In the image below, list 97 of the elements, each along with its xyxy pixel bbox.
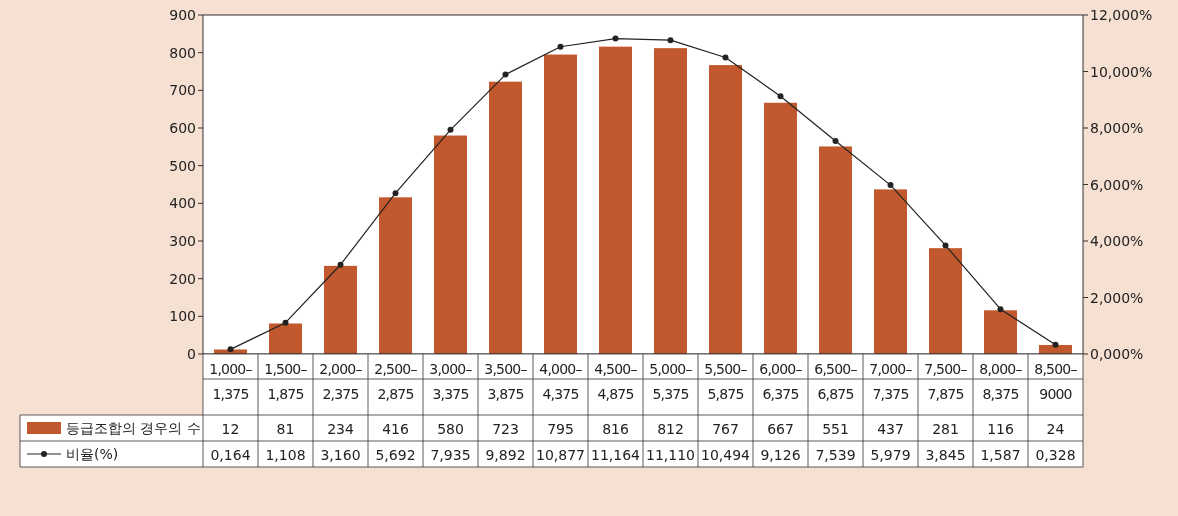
y-tick-label: 700 [169,82,196,99]
data-label: 116 [987,421,1014,437]
point [612,35,619,42]
point [667,37,674,44]
y2-tick-label: 10,000% [1090,63,1153,80]
bar [379,197,412,354]
data-label: 416 [382,421,409,437]
data-label: 723 [492,421,519,437]
data-label: 11,164 [591,447,641,463]
point [392,190,399,197]
y-tick-label: 500 [169,157,196,174]
x-tick-label: 1,000– 1,375 [209,361,253,402]
bar [984,310,1017,354]
x-tick-label: 1,500– 1,875 [264,361,308,402]
point [1052,341,1059,348]
y2-tick-label: 12,000% [1090,7,1153,23]
bar [434,135,467,354]
data-label: 3,845 [925,447,966,463]
bar [929,248,962,354]
x-tick-label: 8,500– 9000 [1034,361,1078,402]
point [777,93,784,100]
y-tick-label: 100 [169,308,196,325]
y-tick-label: 900 [169,7,196,23]
data-label: 580 [437,421,464,437]
data-label: 5,692 [375,447,416,463]
point [997,306,1004,313]
data-label: 10,877 [536,447,585,463]
data-label: 812 [657,421,684,437]
bar [544,54,577,354]
x-tick-label: 3,500– 3,875 [484,361,528,402]
x-tick-label: 7,500– 7,875 [924,361,968,402]
y-tick-label: 600 [169,120,196,136]
bar [874,189,907,354]
data-label: 7,539 [815,447,856,463]
y-tick-label: 800 [169,44,196,61]
y-tick-label: 400 [169,195,196,212]
bar [764,102,797,354]
y2-tick-label: 8,000% [1090,120,1144,136]
point [502,71,509,78]
y2-tick-label: 6,000% [1090,176,1144,193]
x-tick-label: 4,500– 4,875 [594,361,638,402]
data-label: 1,587 [980,447,1021,463]
data-label: 9,892 [485,447,526,463]
data-label: 3,160 [320,447,361,463]
point [282,319,289,326]
data-label: 551 [822,421,849,437]
bar [269,323,302,354]
data-label: 1,108 [265,447,306,463]
data-label: 795 [547,421,574,437]
point [447,126,454,133]
x-tick-label: 3,000– 3,375 [429,361,473,402]
x-tick-label: 2,000– 2,375 [319,361,363,402]
point [337,261,344,268]
x-tick-label: 7,000– 7,375 [869,361,913,402]
bar [709,65,742,354]
x-tick-label: 2,500– 2,875 [374,361,418,402]
data-label: 9,126 [760,447,801,463]
point [227,346,234,353]
x-tick-label: 6,500– 6,875 [814,361,858,402]
data-label: 10,494 [701,447,751,463]
y2-tick-label: 0,000% [1090,346,1144,362]
bar [489,81,522,354]
data-label: 12 [221,421,240,437]
bar [599,46,632,354]
data-label: 281 [932,421,959,437]
y-tick-label: 300 [169,233,196,249]
data-label: 81 [276,421,295,437]
data-label: 767 [712,421,739,437]
bar [654,48,687,354]
x-tick-label: 6,000– 6,375 [759,361,803,402]
point [887,182,894,189]
data-label: 437 [877,421,904,437]
x-tick-label: 8,000– 8,375 [979,361,1023,402]
y-tick-label: 0 [187,346,196,362]
y2-tick-label: 4,000% [1090,233,1144,249]
point [832,138,839,145]
legend-label: 등급조합의 경우의 수 [66,420,201,436]
x-tick-label: 4,000– 4,375 [539,361,583,402]
data-label: 667 [767,421,794,437]
x-tick-label: 5,500– 5,875 [704,361,748,402]
point [722,54,729,61]
data-label: 816 [602,421,629,437]
data-label: 0,328 [1035,447,1076,463]
bar [324,265,357,354]
data-label: 11,110 [646,447,695,463]
data-label: 7,935 [430,447,471,463]
data-label: 234 [327,421,354,437]
point [557,43,564,50]
data-label: 24 [1046,421,1065,437]
data-label: 0,164 [210,447,251,463]
x-tick-label: 5,000– 5,375 [649,361,693,402]
y-tick-label: 200 [169,270,196,287]
point [942,242,949,249]
data-label: 5,979 [870,447,911,463]
y2-tick-label: 2,000% [1090,289,1144,306]
bar [819,146,852,354]
legend-label: 비율(%) [66,446,119,462]
